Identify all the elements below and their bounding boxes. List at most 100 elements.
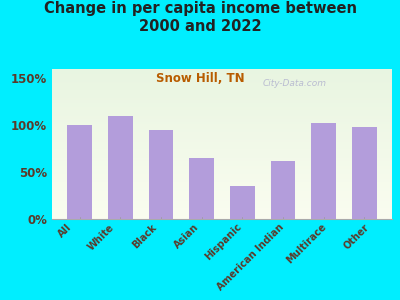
Bar <box>190 158 214 219</box>
Bar <box>149 130 173 219</box>
Bar <box>52 85 392 86</box>
Bar <box>52 152 392 153</box>
Bar <box>52 150 392 151</box>
Bar <box>52 120 392 121</box>
Bar <box>52 92 392 93</box>
Bar <box>52 119 392 120</box>
Bar <box>52 135 392 136</box>
Bar <box>230 186 254 219</box>
Bar <box>52 123 392 124</box>
Bar <box>52 94 392 95</box>
Bar <box>52 214 392 215</box>
Bar <box>52 187 392 188</box>
Text: Black: Black <box>130 222 158 250</box>
Bar <box>52 161 392 162</box>
Bar <box>52 114 392 115</box>
Bar <box>52 130 392 131</box>
Bar <box>52 200 392 201</box>
Bar <box>52 170 392 171</box>
Bar <box>52 73 392 74</box>
Bar <box>52 124 392 125</box>
Bar <box>52 133 392 134</box>
Bar <box>52 88 392 89</box>
Bar <box>52 79 392 80</box>
Bar <box>52 117 392 118</box>
Text: Multirace: Multirace <box>284 222 328 266</box>
Bar <box>52 158 392 159</box>
Bar <box>52 78 392 79</box>
Bar <box>52 206 392 207</box>
Bar <box>52 212 392 213</box>
Bar <box>52 208 392 209</box>
Bar <box>52 100 392 101</box>
Bar <box>52 174 392 175</box>
Bar <box>52 71 392 72</box>
Bar <box>52 82 392 83</box>
Bar <box>52 148 392 149</box>
Bar <box>52 142 392 143</box>
Bar <box>52 108 392 109</box>
Bar <box>52 104 392 105</box>
Bar <box>52 75 392 76</box>
Bar <box>52 84 392 85</box>
Bar <box>52 205 392 206</box>
Bar <box>52 70 392 71</box>
Bar <box>52 143 392 144</box>
Bar <box>52 140 392 141</box>
Bar <box>52 125 392 126</box>
Bar <box>52 110 392 111</box>
Bar <box>52 115 392 116</box>
Bar <box>52 191 392 192</box>
Bar <box>52 178 392 179</box>
Bar <box>52 136 392 137</box>
Bar <box>52 87 392 88</box>
Bar <box>52 172 392 173</box>
Bar <box>52 163 392 164</box>
Bar <box>52 131 392 132</box>
Bar <box>52 144 392 145</box>
Bar <box>52 202 392 203</box>
Bar <box>52 164 392 165</box>
Text: White: White <box>86 222 116 252</box>
Bar <box>52 90 392 91</box>
Text: Hispanic: Hispanic <box>203 222 243 262</box>
Bar <box>52 149 392 150</box>
Bar <box>52 118 392 119</box>
Bar <box>52 165 392 166</box>
Bar <box>52 96 392 97</box>
Bar <box>52 218 392 219</box>
Bar <box>52 132 392 133</box>
Bar <box>52 156 392 157</box>
Bar <box>52 196 392 197</box>
Bar <box>52 102 392 103</box>
Bar <box>52 121 392 122</box>
Bar <box>52 190 392 191</box>
Bar <box>52 192 392 193</box>
Bar <box>52 107 392 108</box>
Bar <box>52 98 392 99</box>
Bar <box>52 179 392 180</box>
Bar <box>52 93 392 94</box>
Bar <box>52 181 392 182</box>
Bar <box>52 198 392 199</box>
Bar <box>52 171 392 172</box>
Bar <box>52 167 392 168</box>
Bar <box>52 127 392 128</box>
Bar <box>52 151 392 152</box>
Bar <box>52 138 392 139</box>
Bar <box>52 129 392 130</box>
Bar <box>52 116 392 117</box>
Bar <box>52 95 392 96</box>
Bar <box>52 194 392 195</box>
Bar <box>52 122 392 123</box>
Bar <box>52 80 392 81</box>
Bar <box>52 101 392 102</box>
Bar <box>352 127 376 219</box>
Bar <box>68 125 92 219</box>
Bar <box>52 86 392 87</box>
Bar <box>52 183 392 184</box>
Bar <box>52 180 392 181</box>
Bar <box>52 166 392 167</box>
Bar <box>52 134 392 135</box>
Text: Asian: Asian <box>172 222 201 250</box>
